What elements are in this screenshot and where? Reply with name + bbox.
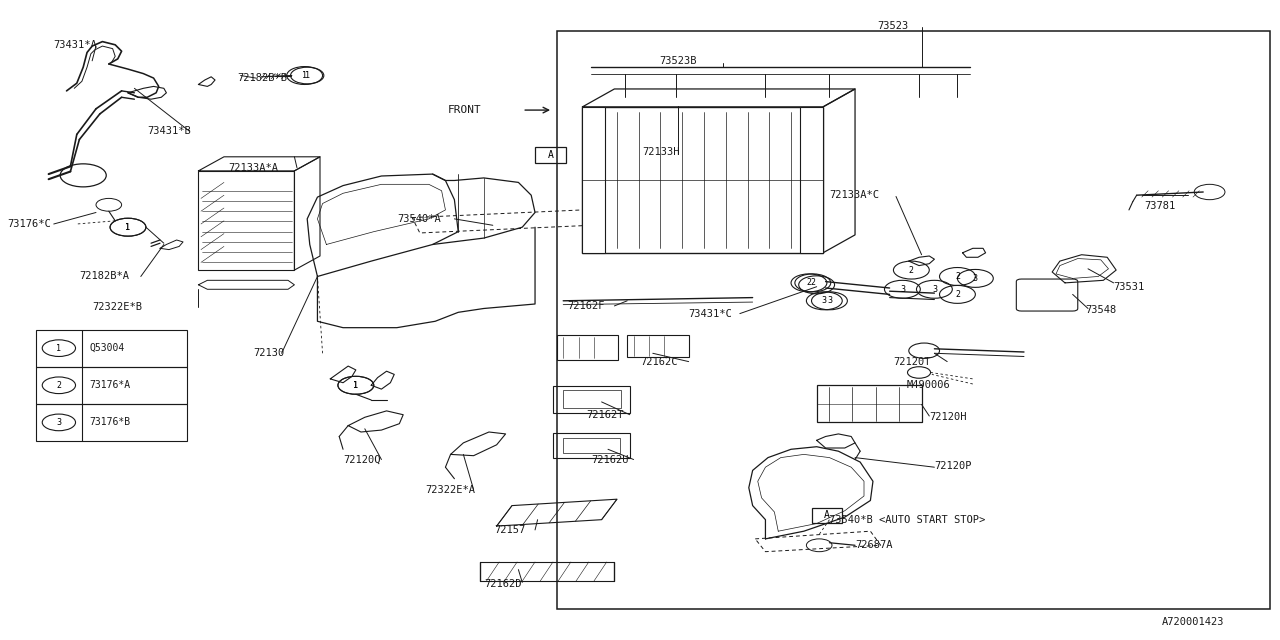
Text: 72162D: 72162D <box>484 579 521 589</box>
Text: 72162T: 72162T <box>586 410 623 420</box>
Text: 72120H: 72120H <box>929 412 966 422</box>
Text: 2: 2 <box>909 266 914 275</box>
Bar <box>563 438 620 453</box>
Text: 72182B*A: 72182B*A <box>79 271 129 282</box>
Text: M490006: M490006 <box>906 380 950 390</box>
Bar <box>553 433 630 458</box>
Text: 72162U: 72162U <box>591 454 628 465</box>
Text: 1: 1 <box>125 223 131 232</box>
Text: 73176*A: 73176*A <box>90 380 131 390</box>
Text: 72133A*A: 72133A*A <box>228 163 278 173</box>
Text: 3: 3 <box>822 296 827 305</box>
Text: 3: 3 <box>827 296 832 305</box>
Text: 1: 1 <box>125 223 131 232</box>
Text: 72182B*B: 72182B*B <box>237 73 287 83</box>
Text: 72120Q: 72120Q <box>343 454 380 465</box>
Text: 72133H: 72133H <box>643 147 680 157</box>
Bar <box>36 404 187 441</box>
Text: 73523B: 73523B <box>659 56 696 66</box>
Text: 1: 1 <box>305 71 310 80</box>
Text: 3: 3 <box>56 418 61 427</box>
Bar <box>812 508 842 523</box>
Bar <box>817 385 922 422</box>
Bar <box>557 31 1270 609</box>
Bar <box>553 386 630 413</box>
Text: 72133A*C: 72133A*C <box>829 190 879 200</box>
Bar <box>627 335 689 357</box>
Bar <box>800 107 823 253</box>
Bar <box>36 330 187 367</box>
Text: 3: 3 <box>900 285 905 294</box>
Bar <box>36 367 187 404</box>
Text: 73540*B <AUTO START STOP>: 73540*B <AUTO START STOP> <box>829 515 986 525</box>
Text: 72120T: 72120T <box>893 356 931 367</box>
Bar <box>535 147 566 163</box>
Text: 72130: 72130 <box>253 348 284 358</box>
Text: 2: 2 <box>810 278 815 287</box>
Text: 1: 1 <box>353 381 358 390</box>
Text: A: A <box>824 510 829 520</box>
Text: A720001423: A720001423 <box>1162 617 1225 627</box>
Text: 73176*C: 73176*C <box>8 219 51 229</box>
Bar <box>582 107 823 253</box>
Bar <box>557 335 618 360</box>
Text: 3: 3 <box>973 274 978 283</box>
Text: 72322E*A: 72322E*A <box>425 484 475 495</box>
Text: 72162F: 72162F <box>567 301 604 311</box>
Text: 73781: 73781 <box>1144 201 1175 211</box>
Text: 73540*A: 73540*A <box>397 214 440 224</box>
Text: 73548: 73548 <box>1085 305 1116 316</box>
Text: 73431*B: 73431*B <box>147 126 191 136</box>
Text: 72157: 72157 <box>494 525 525 535</box>
Text: A: A <box>548 150 553 160</box>
Text: Q53004: Q53004 <box>90 343 125 353</box>
Text: 73531: 73531 <box>1114 282 1144 292</box>
Text: 1: 1 <box>353 381 358 390</box>
Text: 72162C: 72162C <box>640 356 677 367</box>
Text: 2: 2 <box>56 381 61 390</box>
Text: 3: 3 <box>932 285 937 294</box>
Text: 73523: 73523 <box>877 20 908 31</box>
Bar <box>582 107 605 253</box>
Bar <box>563 390 621 408</box>
Text: 72322E*B: 72322E*B <box>92 302 142 312</box>
Text: 2: 2 <box>955 290 960 299</box>
Text: 2: 2 <box>806 278 812 287</box>
Text: 72687A: 72687A <box>855 540 892 550</box>
Text: 72120P: 72120P <box>934 461 972 471</box>
Text: 1: 1 <box>302 71 307 80</box>
Text: 73176*B: 73176*B <box>90 417 131 428</box>
Bar <box>198 171 294 270</box>
Text: 73431*C: 73431*C <box>689 308 732 319</box>
Text: 2: 2 <box>955 272 960 281</box>
Bar <box>480 562 614 581</box>
Text: 1: 1 <box>56 344 61 353</box>
Text: 73431*A: 73431*A <box>54 40 97 50</box>
Text: FRONT: FRONT <box>448 105 481 115</box>
